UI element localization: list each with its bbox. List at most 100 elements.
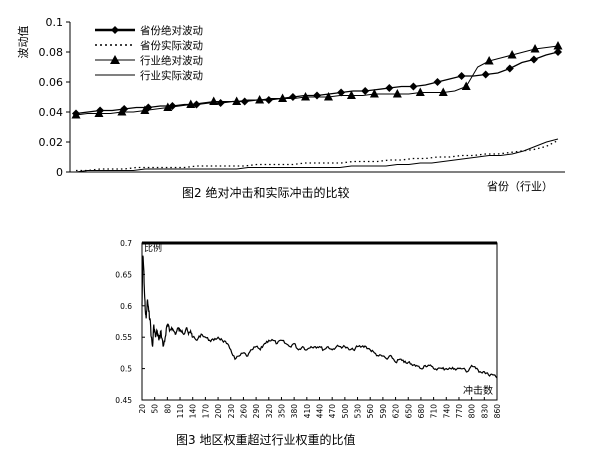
fig2-series-line-2 — [75, 45, 559, 116]
fig3-x-tick-label: 470 — [328, 404, 337, 419]
fig2-y-tick-label: 0.1 — [46, 16, 64, 29]
fig2-point-triangle — [484, 56, 494, 65]
fig2-point-diamond — [457, 72, 466, 80]
fig2-point-diamond — [385, 84, 394, 92]
legend-marker-triangle — [110, 55, 120, 64]
fig2-point-triangle — [117, 107, 127, 116]
fig3-x-tick-label: 590 — [379, 404, 388, 419]
fig3-x-tick-label: 860 — [493, 404, 502, 419]
fig3-x-tick-label: 560 — [366, 404, 375, 419]
figure-2-caption: 图2 绝对冲击和实际冲击的比较 — [182, 186, 350, 200]
fig2-y-tick-label: 0.02 — [39, 136, 64, 149]
fig2-x-axis-title: 省份（行业） — [487, 180, 553, 193]
fig2-point-diamond — [554, 48, 562, 56]
fig3-x-tick-label: 140 — [189, 404, 198, 419]
fig2-legend: 省份绝对波动 省份实际波动 行业绝对波动 行业实际波动 — [95, 24, 203, 82]
fig2-y-ticks: 0 0.02 0.04 0.06 0.08 0.1 — [39, 16, 70, 179]
fig2-point-triangle — [94, 108, 104, 117]
fig2-point-triangle — [438, 87, 448, 96]
fig2-point-diamond — [409, 82, 418, 91]
fig3-x-tick-label: 740 — [442, 404, 451, 419]
legend-label-industry-absolute: 行业绝对波动 — [140, 54, 203, 67]
fig2-point-diamond — [481, 70, 490, 79]
fig3-plot-frame — [141, 242, 498, 401]
fig3-x-tick-label: 230 — [227, 404, 236, 419]
legend-marker-diamond — [111, 26, 119, 34]
fig3-x-tick-label: 500 — [341, 404, 350, 419]
fig3-x-tick-label: 380 — [290, 404, 299, 419]
fig2-point-triangle — [301, 92, 311, 101]
fig3-y-tick-label: 0.6 — [120, 302, 132, 311]
fig2-point-triangle — [507, 50, 517, 59]
fig3-x-tick-label: 170 — [201, 404, 210, 419]
fig3-x-tick-label: 20 — [138, 404, 147, 414]
fig2-series-line-3 — [75, 138, 559, 173]
fig3-x-tick-label: 830 — [480, 404, 489, 419]
fig2-point-diamond — [192, 100, 201, 109]
fig2-point-triangle — [278, 93, 288, 102]
fig3-x-tick-label: 710 — [430, 404, 439, 419]
fig2-point-diamond — [433, 78, 442, 86]
fig2-point-triangle — [163, 102, 173, 111]
fig2-point-diamond — [337, 88, 346, 97]
legend-label-province-absolute: 省份绝对波动 — [140, 24, 203, 37]
fig2-y-tick-label: 0.08 — [39, 46, 64, 59]
fig2-point-triangle — [209, 96, 219, 105]
fig3-x-tick-label: 800 — [468, 404, 477, 419]
fig3-x-tick-label: 80 — [163, 404, 172, 414]
fig2-y-tick-label: 0.06 — [39, 76, 64, 89]
fig2-point-triangle — [186, 99, 196, 108]
fig3-series-line-0 — [141, 255, 498, 379]
fig2-point-triangle — [392, 89, 402, 98]
fig2-y-tick-label: 0 — [56, 166, 63, 179]
fig2-point-triangle — [415, 87, 425, 96]
fig2-y-tick-label: 0.04 — [39, 106, 64, 119]
figure-3-chart: 0.45 0.5 0.55 0.6 0.65 0.7 20 50 80 110 140 170 200… — [115, 239, 502, 418]
fig2-point-diamond — [264, 96, 273, 104]
fig3-y-ticks: 0.45 0.5 0.55 0.6 0.65 0.7 — [115, 239, 145, 405]
fig2-point-triangle — [140, 105, 150, 114]
legend-label-province-actual: 省份实际波动 — [140, 39, 203, 52]
fig3-x-tick-label: 530 — [354, 404, 363, 419]
fig2-point-triangle — [255, 95, 265, 104]
fig3-y-tick-label: 0.5 — [120, 365, 132, 374]
fig3-x-tick-label: 620 — [392, 404, 401, 419]
fig3-x-tick-label: 200 — [214, 404, 223, 419]
fig2-y-axis-title: 波动值 — [17, 26, 30, 59]
fig3-x-tick-label: 680 — [417, 404, 426, 419]
fig3-x-tick-label: 110 — [176, 404, 185, 419]
fig3-x-axis-title: 冲击数 — [463, 384, 493, 397]
fig3-y-tick-label: 0.45 — [115, 396, 132, 405]
fig2-point-diamond — [216, 99, 225, 107]
fig2-point-triangle — [461, 81, 471, 90]
figure-2-chart: 0 0.02 0.04 0.06 0.08 0.1 波动值 省份（行业） 省份绝对波动 省… — [17, 16, 565, 193]
fig3-y-axis-title: 比例 — [144, 242, 162, 254]
legend-label-industry-actual: 行业实际波动 — [140, 69, 203, 82]
fig3-series-group — [141, 255, 498, 379]
fig2-point-triangle — [346, 90, 356, 99]
fig3-x-tick-label: 770 — [455, 404, 464, 419]
fig3-x-tick-label: 290 — [252, 404, 261, 419]
fig3-y-tick-label: 0.55 — [115, 333, 132, 342]
fig3-x-tick-label: 410 — [303, 404, 312, 419]
fig3-y-tick-label: 0.65 — [115, 270, 132, 279]
fig3-x-tick-label: 350 — [277, 404, 286, 419]
fig3-x-ticks: 20 50 80 110 140 170 200 230 260 290 320 350 380 410 4… — [138, 397, 502, 418]
fig3-x-tick-label: 650 — [404, 404, 413, 419]
figure-3-caption: 图3 地区权重超过行业权重的比值 — [176, 433, 356, 447]
fig2-point-diamond — [313, 91, 321, 100]
fig2-series-group — [71, 41, 563, 173]
fig2-point-triangle — [369, 89, 379, 98]
fig2-point-diamond — [529, 55, 538, 64]
fig3-x-tick-label: 320 — [265, 404, 274, 419]
fig3-x-tick-label: 260 — [239, 404, 248, 419]
fig2-point-triangle — [323, 92, 333, 101]
fig2-point-diamond — [505, 64, 514, 73]
fig2-point-triangle — [71, 110, 81, 119]
fig3-x-tick-label: 50 — [151, 404, 160, 414]
fig3-x-tick-label: 440 — [316, 404, 325, 419]
fig2-point-triangle — [232, 96, 242, 105]
fig2-point-diamond — [288, 93, 297, 101]
fig2-point-triangle — [530, 44, 540, 53]
